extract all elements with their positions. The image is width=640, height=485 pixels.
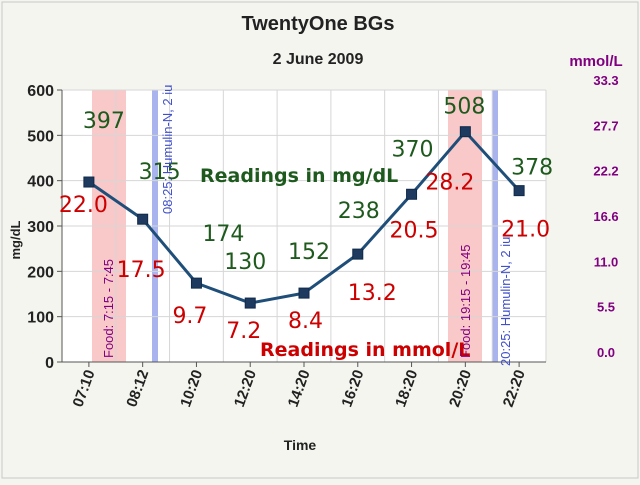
- data-labels: 397 315 174 130 152 238 370 508 378 22.0 17.59.7 7.…: [59, 95, 553, 344]
- y2-tick-label: 33.3: [593, 73, 618, 88]
- y-axis-label: mg/dL: [8, 220, 23, 259]
- x-axis-ticks: 07:10 08:12 10:20 12:20 14:20 16:20 18:20 20:20…: [70, 362, 529, 409]
- data-label-mmol: 7.2: [226, 319, 261, 344]
- food-note-morning: Food: 7:15 - 7:45: [101, 259, 116, 358]
- y2-tick-label: 22.2: [593, 164, 618, 179]
- data-label-mmol: 21.0: [501, 218, 550, 243]
- data-label-mg: 174: [202, 222, 244, 247]
- y-tick-label: 300: [27, 219, 54, 236]
- y2-tick-label: 0.0: [597, 345, 615, 360]
- data-label-mmol: 13.2: [348, 281, 397, 306]
- data-point: [190, 277, 202, 289]
- y-axis-ticks: 0 100 200 300 400 500 600: [27, 83, 62, 372]
- y2-axis-ticks: 0.0 5.5 11.0 16.6 22.2 27.7 33.3: [593, 73, 618, 360]
- mmol-note: Readings in mmol/L: [260, 339, 470, 361]
- data-label-mmol: 20.5: [390, 218, 439, 243]
- y2-tick-label: 27.7: [593, 118, 618, 133]
- data-point: [244, 297, 256, 309]
- data-label-mmol: 8.4: [288, 309, 323, 334]
- data-point: [459, 126, 471, 138]
- y-tick-label: 100: [27, 310, 54, 327]
- data-label-mg: 508: [443, 95, 485, 120]
- data-point: [513, 185, 525, 197]
- data-point: [137, 213, 149, 225]
- y-tick-label: 500: [27, 128, 54, 145]
- series: [83, 126, 525, 309]
- y2-tick-label: 11.0: [594, 254, 619, 269]
- data-point: [83, 176, 95, 188]
- y-tick-label: 200: [27, 264, 54, 281]
- y-tick-label: 600: [27, 83, 54, 100]
- data-label-mmol: 28.2: [425, 171, 474, 196]
- data-label-mg: 397: [83, 109, 125, 134]
- food-note-evening: Food: 19:15 - 19:45: [458, 245, 473, 358]
- data-label-mg: 130: [224, 250, 266, 275]
- data-label-mg: 315: [139, 160, 181, 185]
- data-label-mg: 378: [511, 156, 553, 181]
- data-point: [352, 248, 364, 260]
- data-label-mmol: 17.5: [117, 258, 166, 283]
- data-label-mmol: 9.7: [172, 304, 207, 329]
- chart-subtitle: 2 June 2009: [273, 51, 364, 68]
- x-axis-label: Time: [284, 437, 317, 453]
- data-label-mg: 238: [338, 199, 380, 224]
- y2-tick-label: 16.6: [593, 209, 618, 224]
- data-label-mg: 370: [392, 137, 434, 162]
- y-tick-label: 0: [45, 355, 54, 372]
- y-tick-label: 400: [27, 174, 54, 191]
- data-label-mmol: 22.0: [59, 193, 108, 218]
- insulin-note-evening: 20:25: Humulin-N, 2 iu: [498, 237, 513, 366]
- y2-axis-label: mmol/L: [569, 53, 622, 70]
- insulin-note-morning: 08:25: Humulin-N, 2 iu: [160, 85, 175, 214]
- data-point: [406, 188, 418, 200]
- mg-note: Readings in mg/dL: [200, 165, 398, 187]
- data-point: [298, 287, 310, 299]
- data-label-mg: 152: [288, 240, 330, 265]
- y2-tick-label: 5.5: [597, 300, 615, 315]
- chart-title: TwentyOne BGs: [242, 13, 395, 35]
